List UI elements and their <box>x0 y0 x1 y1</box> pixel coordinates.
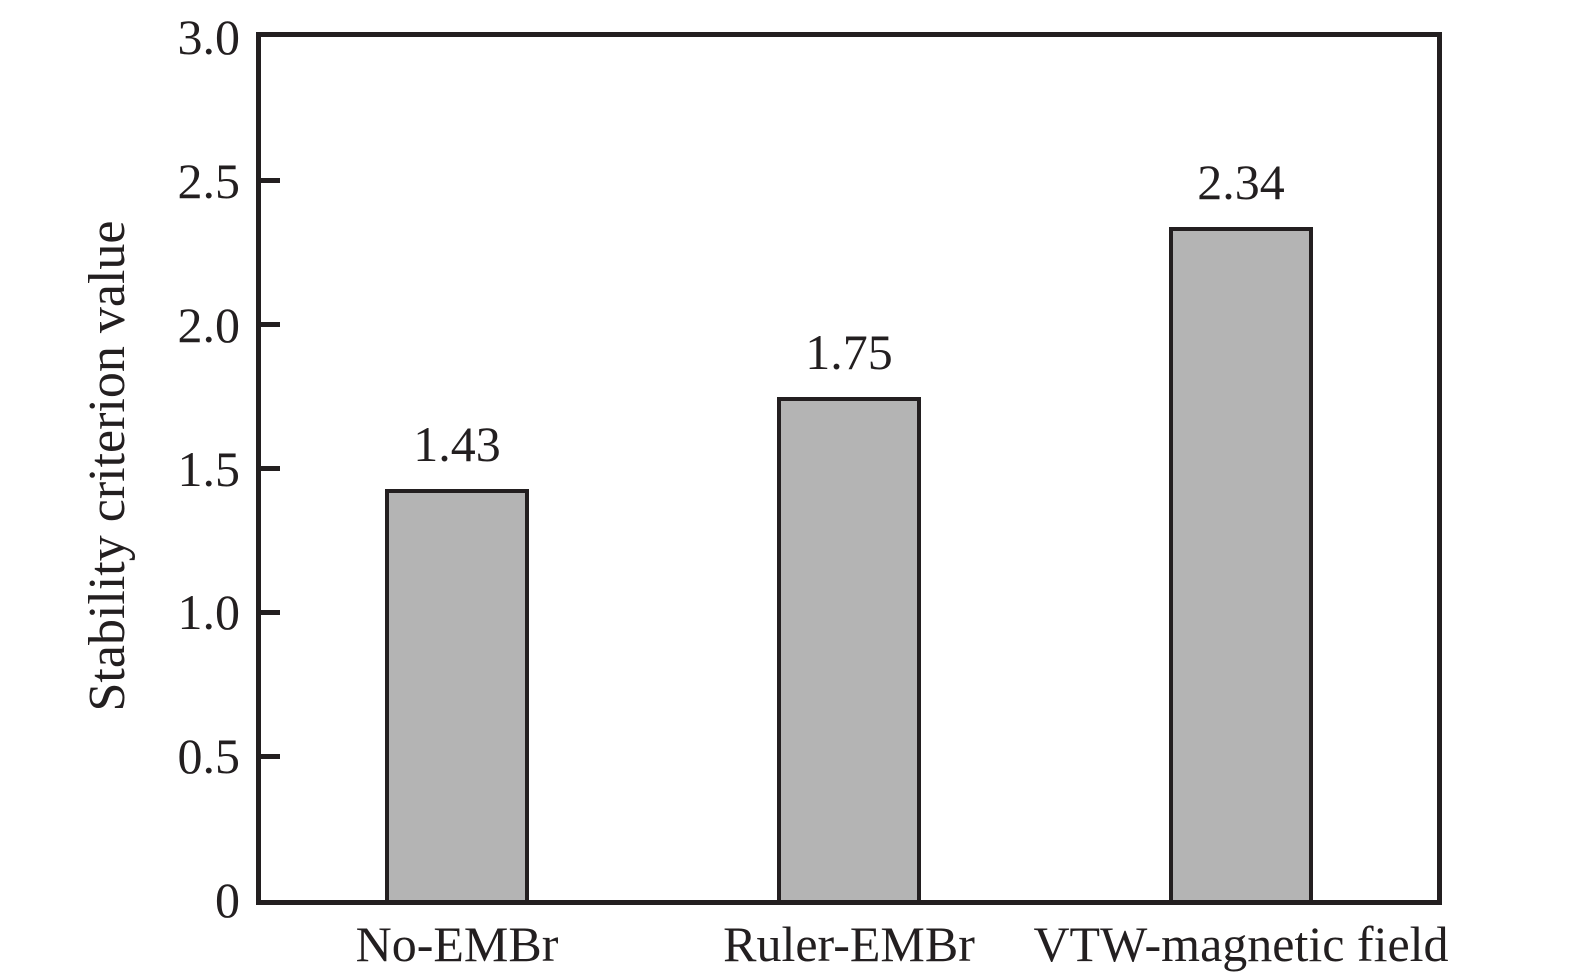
bar-value-label: 1.43 <box>413 415 501 472</box>
y-tick-label: 1.5 <box>177 440 241 497</box>
bar <box>1169 226 1313 900</box>
bar-value-label: 1.75 <box>805 323 893 380</box>
bar <box>385 488 529 900</box>
y-tick-mark <box>261 178 280 184</box>
y-tick-mark <box>261 322 280 328</box>
y-tick-label: 2.0 <box>177 296 241 353</box>
y-tick-label: 0 <box>215 872 240 928</box>
x-category-label: Ruler-EMBr <box>723 916 975 972</box>
bar <box>777 396 921 900</box>
y-tick-mark <box>261 466 280 471</box>
x-category-label: VTW-magnetic field <box>1033 916 1449 972</box>
y-tick-mark <box>261 609 280 615</box>
y-tick-label: 0.5 <box>177 728 241 785</box>
y-tick-label: 2.5 <box>177 152 241 209</box>
y-tick-label: 3.0 <box>177 9 241 65</box>
y-tick-label: 1.0 <box>177 584 241 641</box>
x-category-label: No-EMBr <box>355 916 559 972</box>
bar-value-label: 2.34 <box>1197 153 1285 210</box>
y-tick-mark <box>261 753 280 759</box>
